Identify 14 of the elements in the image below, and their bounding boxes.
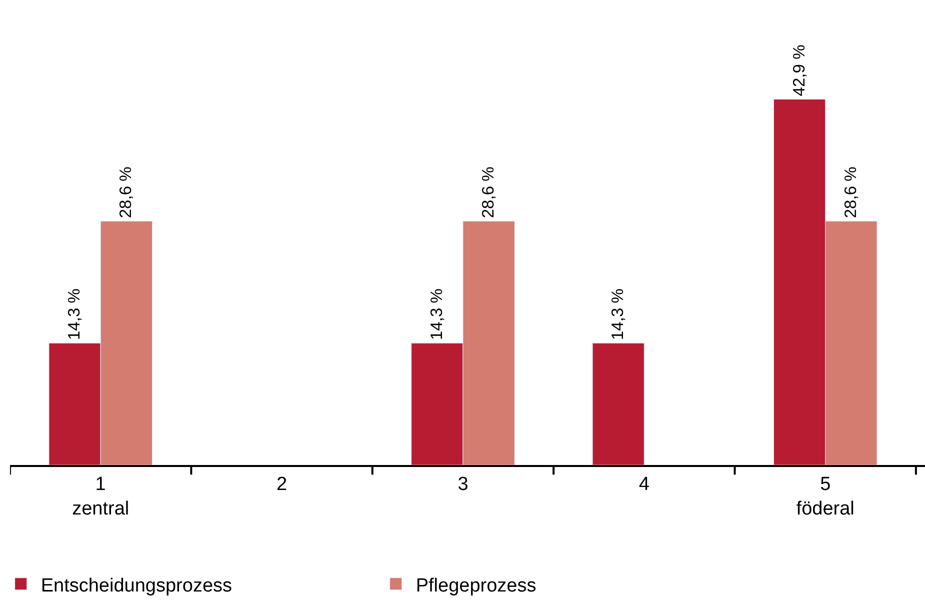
x-tick-label: 5 föderal: [796, 474, 854, 520]
data-label: 28,6 %: [116, 166, 136, 218]
data-label: 28,6 %: [840, 166, 860, 218]
x-tick-label: 4: [638, 474, 650, 495]
data-label: 14,3 %: [64, 288, 84, 340]
x-tick-label: 3: [458, 474, 468, 495]
data-label: 42,9 %: [789, 44, 808, 96]
legend-label: Pflegeprozess: [416, 575, 536, 596]
x-tick-label: 1 zentral: [72, 474, 130, 520]
data-label: 14,3 %: [608, 288, 628, 340]
data-label: 28,6 %: [478, 166, 498, 218]
legend-label: Entscheidungsprozess: [40, 575, 232, 596]
data-label: 14,3 %: [426, 288, 446, 340]
x-tick-label: 2: [276, 474, 288, 495]
